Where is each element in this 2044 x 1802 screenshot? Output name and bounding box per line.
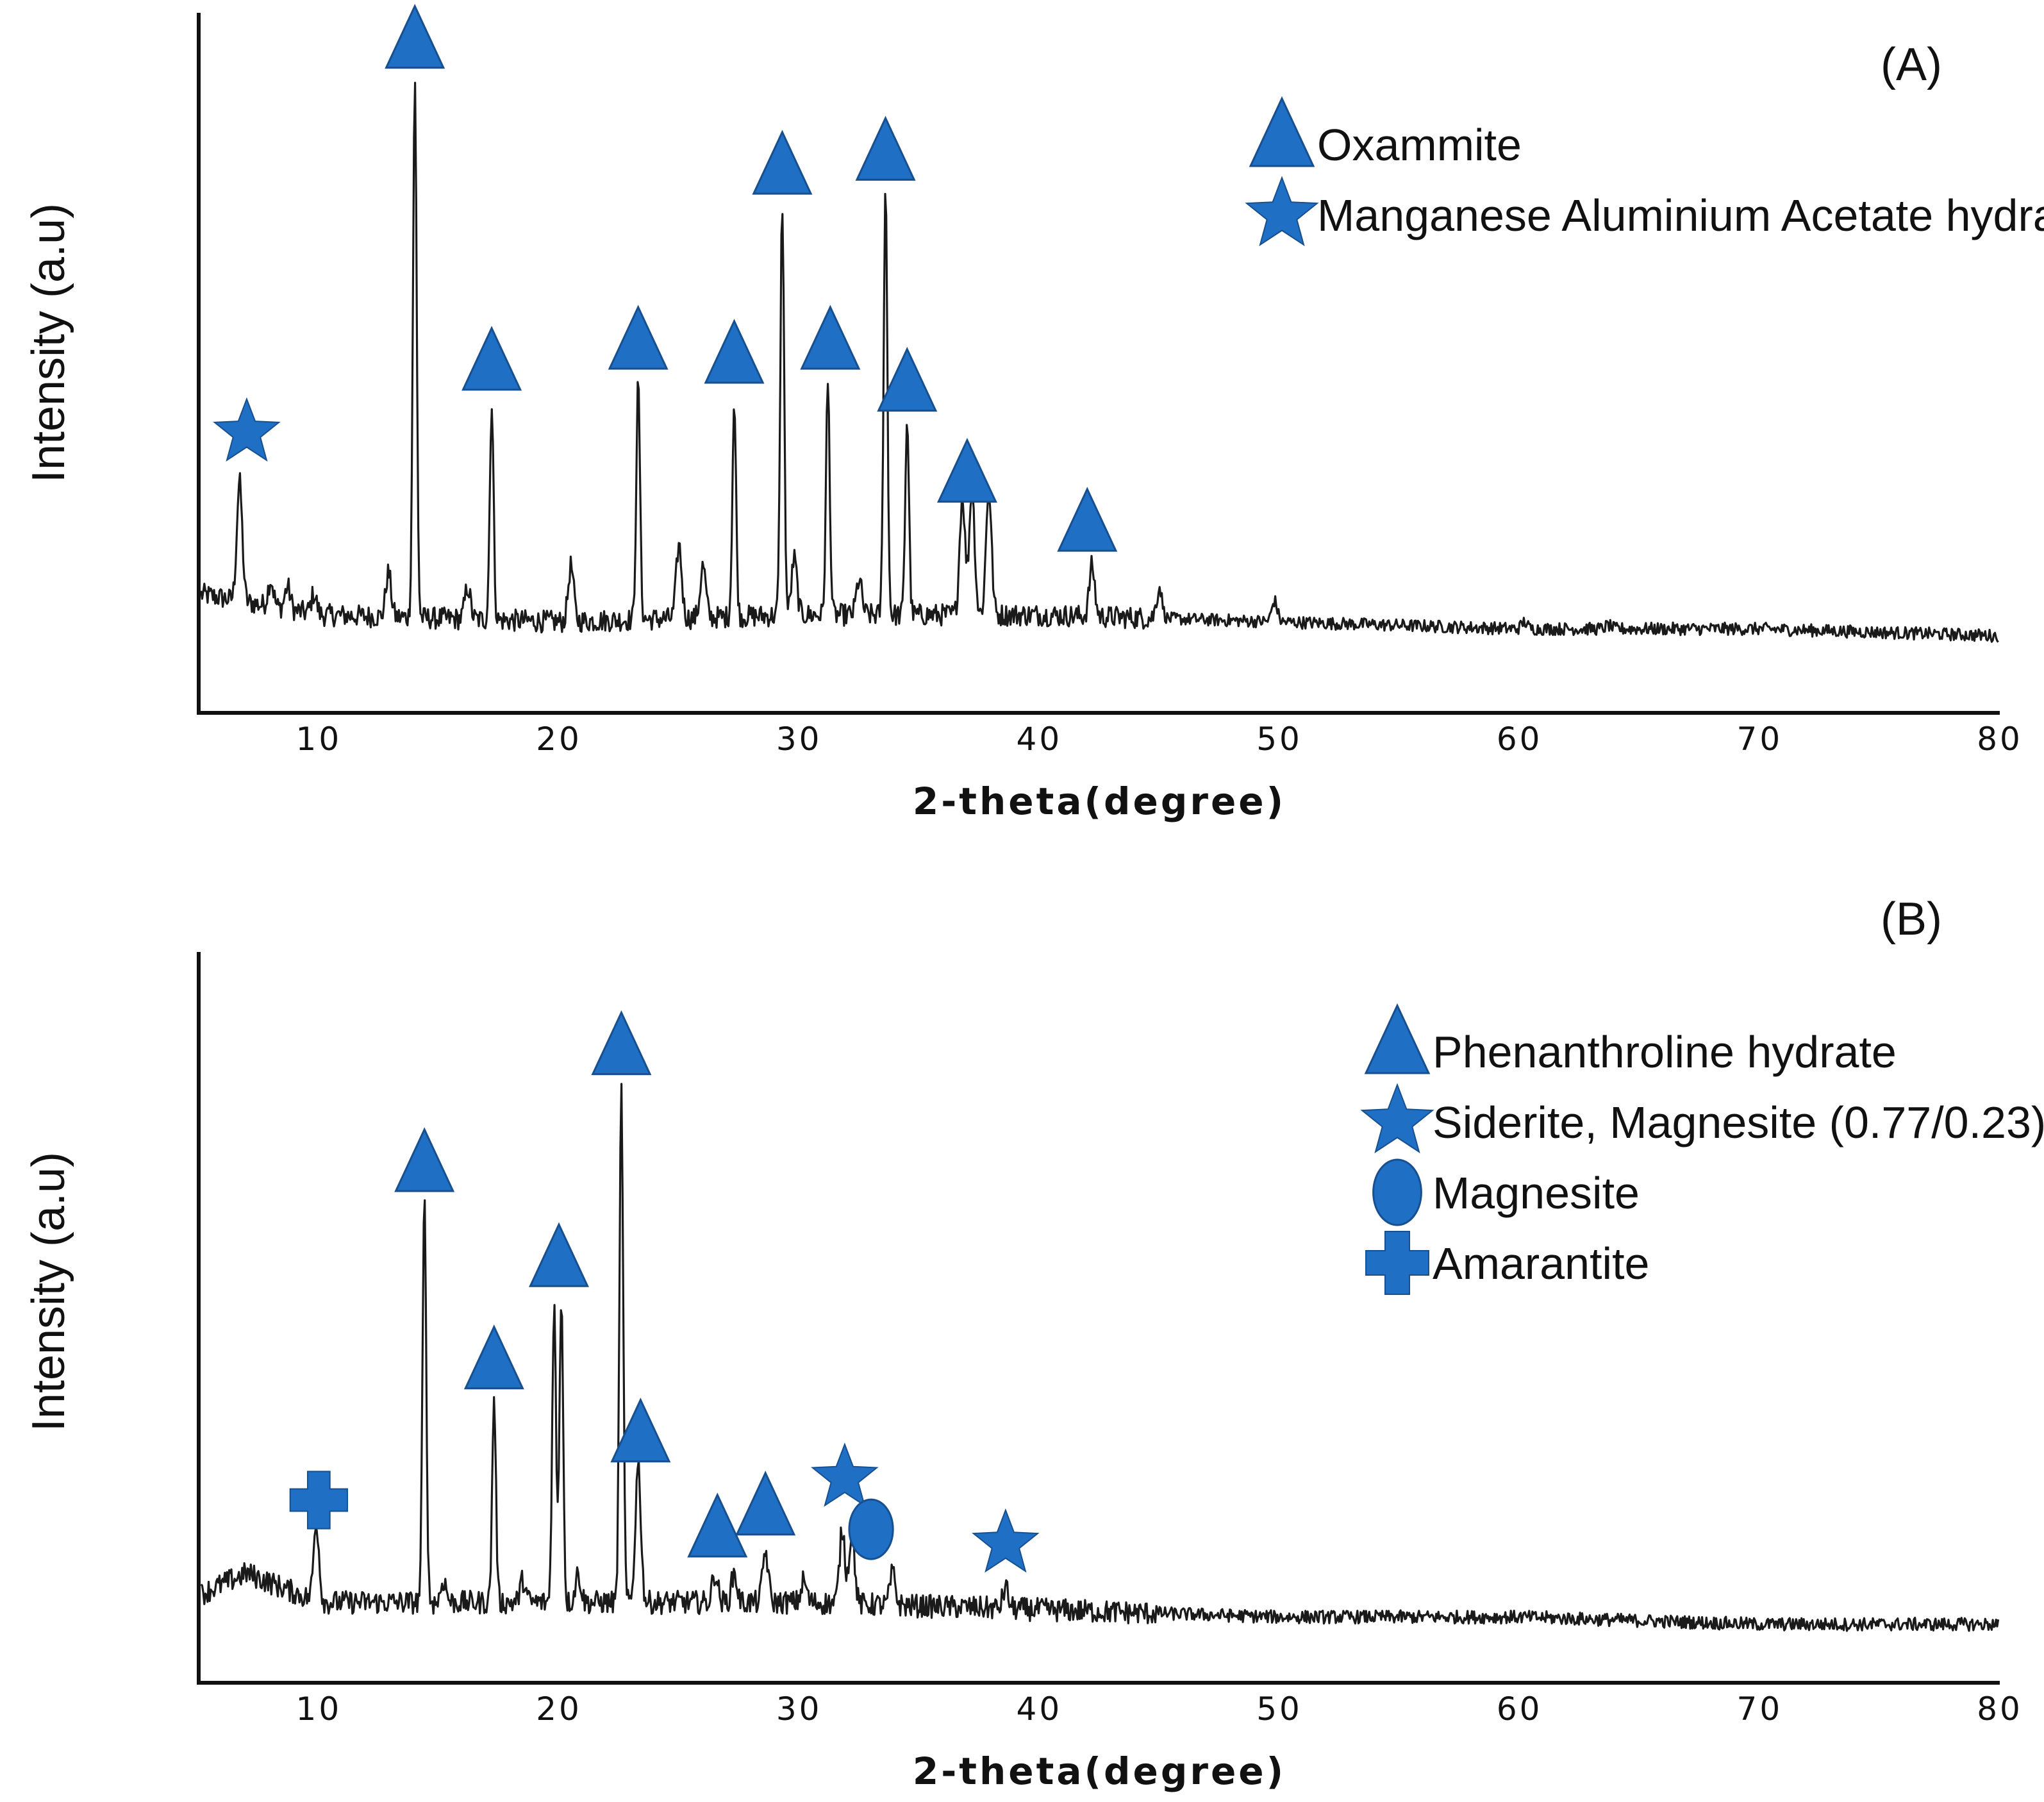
peak-marker-triangle-1 (385, 3, 445, 69)
legend-b-siderite-label: Siderite, Magnesite (0.77/0.23) (1433, 1097, 2044, 1147)
chart-a-tick-layer: 10 20 30 40 50 60 70 80 (296, 721, 2023, 758)
legend-a-oxammite-label: Oxammite (1317, 120, 1522, 170)
x-tick-label: 10 (296, 1690, 342, 1728)
x-tick-label: 70 (1737, 1690, 1783, 1728)
diffraction-trace (200, 81, 1999, 643)
chart-b-y-axis-label: Intensity (a.u) (23, 1152, 74, 1431)
x-tick-label: 30 (776, 1690, 822, 1728)
x-tick-label: 50 (1256, 1690, 1302, 1728)
chart-a-marker-layer (213, 3, 1118, 552)
peak-marker-triangle-3 (529, 1222, 589, 1287)
chart-panel-a: 10 20 30 40 50 60 70 80 2-theta(degree) Intensi… (23, 3, 2044, 823)
legend-b-cross-icon (1365, 1231, 1429, 1295)
chart-b-series-layer (200, 1083, 2000, 1632)
peak-marker-triangle-1 (394, 1127, 455, 1192)
legend-b-triangle-icon (1364, 1003, 1431, 1074)
x-tick-label: 40 (1017, 1690, 1063, 1728)
legend-symbol-cross (1365, 1231, 1429, 1295)
legend-symbol-triangle (1249, 96, 1315, 167)
peak-marker-star-8 (811, 1442, 879, 1507)
chart-b-marker-layer (289, 1010, 1040, 1573)
legend-symbol-star (1360, 1083, 1434, 1154)
peak-marker-triangle-2 (463, 1324, 524, 1390)
chart-b-tick-layer: 10 20 30 40 50 60 70 80 (296, 1690, 2023, 1728)
peak-marker-triangle-9 (936, 437, 997, 503)
chart-a-x-axis-label: 2-theta(degree) (913, 780, 1286, 823)
x-tick-label: 20 (536, 721, 582, 758)
peak-marker-triangle-3 (608, 305, 669, 370)
peak-marker-triangle-7 (735, 1471, 796, 1536)
peak-marker-star-0 (213, 397, 281, 462)
x-tick-label: 60 (1497, 721, 1543, 758)
chart-b-axes (197, 952, 2000, 1685)
peak-marker-triangle-4 (591, 1010, 652, 1076)
chart-b-x-axis-label: 2-theta(degree) (913, 1749, 1286, 1793)
chart-a-panel-label: (A) (1881, 39, 1942, 90)
x-tick-label: 70 (1737, 721, 1783, 758)
legend-b-amarantite-label: Amarantite (1433, 1239, 1649, 1289)
chart-a-series-layer (200, 81, 1999, 643)
peak-marker-triangle-7 (855, 115, 916, 181)
peak-marker-triangle-10 (1057, 487, 1118, 552)
legend-b-circle-icon (1372, 1158, 1422, 1226)
x-tick-label: 40 (1017, 721, 1063, 758)
chart-a-legend: Oxammite Manganese Aluminium Acetate hyd… (1245, 96, 2044, 247)
x-tick-label: 30 (776, 721, 822, 758)
x-tick-label: 80 (1977, 1690, 2023, 1728)
peak-marker-triangle-2 (461, 326, 522, 391)
peak-marker-triangle-6 (687, 1492, 748, 1558)
chart-panel-b: 10 20 30 40 50 60 70 80 2-theta(degree) Intensi… (23, 894, 2044, 1793)
peak-marker-cross-0 (289, 1471, 348, 1530)
legend-symbol-triangle (1364, 1003, 1431, 1074)
legend-a-acetate-label: Manganese Aluminium Acetate hydrate (1317, 190, 2044, 240)
chart-b-panel-label: (B) (1881, 894, 1942, 945)
peak-marker-circle-9 (848, 1498, 894, 1560)
legend-symbol-star (1245, 176, 1319, 247)
chart-a-axes (197, 13, 2000, 715)
x-tick-label: 60 (1497, 1690, 1543, 1728)
legend-a-triangle-icon (1249, 96, 1315, 167)
x-tick-label: 20 (536, 1690, 582, 1728)
peak-marker-triangle-6 (800, 305, 861, 370)
legend-b-phenanthroline-label: Phenanthroline hydrate (1433, 1027, 1897, 1077)
legend-b-star-icon (1360, 1083, 1434, 1154)
legend-symbol-circle (1372, 1158, 1422, 1226)
peak-marker-triangle-8 (877, 347, 938, 412)
x-tick-label: 50 (1256, 721, 1302, 758)
peak-marker-triangle-4 (704, 319, 765, 384)
legend-b-magnesite-label: Magnesite (1433, 1168, 1640, 1218)
peak-marker-triangle-5 (752, 129, 813, 195)
legend-a-star-icon (1245, 176, 1319, 247)
x-tick-label: 80 (1977, 721, 2023, 758)
peak-marker-triangle-5 (610, 1397, 671, 1463)
x-tick-label: 10 (296, 721, 342, 758)
chart-b-legend: Phenanthroline hydrate Siderite, Magnesi… (1360, 1003, 2044, 1295)
chart-a-y-axis-label: Intensity (a.u) (23, 203, 74, 483)
peak-marker-star-10 (972, 1508, 1040, 1573)
diffraction-trace (200, 1083, 2000, 1632)
